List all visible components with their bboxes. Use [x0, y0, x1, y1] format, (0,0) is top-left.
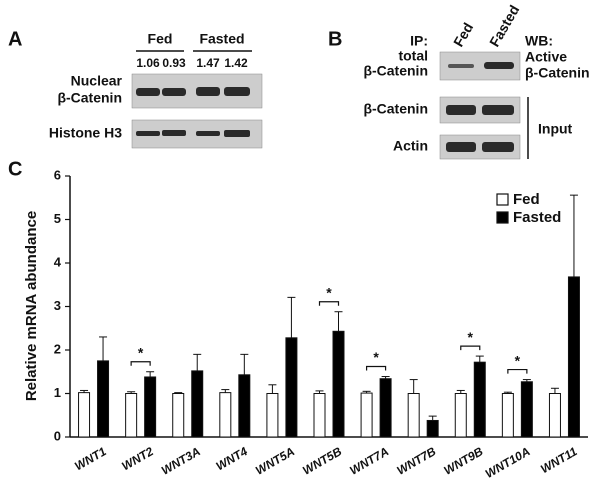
band	[162, 130, 186, 136]
x-tick-label: WNT10A	[483, 444, 533, 481]
lane-label: Fed	[450, 20, 476, 50]
bar	[454, 393, 467, 438]
row-label: Histone H3	[49, 125, 122, 141]
bar	[97, 360, 110, 438]
band	[196, 87, 220, 96]
significance-star: *	[326, 284, 332, 300]
bar	[501, 393, 514, 438]
x-tick-label: WNT5B	[300, 444, 344, 478]
significance-bracket	[507, 368, 528, 374]
group-label: Fasted	[199, 31, 244, 47]
ratio: 1.42	[224, 56, 248, 70]
bar	[238, 374, 251, 438]
significance-bracket	[318, 301, 340, 306]
y-axis-label: Relative mRNA abundance	[23, 211, 40, 401]
x-tick-label: WNT2	[119, 444, 156, 473]
panel-label: B	[328, 28, 342, 50]
ip-label: β-Catenin	[363, 63, 428, 79]
x-tick-label: WNT4	[213, 444, 250, 473]
x-tick-label: WNT9B	[441, 444, 485, 478]
significance-star: *	[373, 349, 379, 365]
wb-label: Active	[525, 49, 567, 65]
row-label: β-Catenin	[363, 101, 428, 117]
bar	[219, 392, 232, 438]
ip-label: IP:	[410, 33, 428, 49]
bar	[313, 393, 326, 438]
band	[196, 131, 220, 136]
bar	[360, 392, 373, 438]
band	[136, 131, 160, 136]
band	[482, 105, 514, 115]
band	[224, 130, 250, 137]
row-label: Actin	[393, 138, 428, 154]
significance-star: *	[138, 344, 144, 360]
bar	[191, 370, 204, 438]
y-tick-label: 1	[54, 385, 61, 400]
bar	[379, 378, 392, 438]
row-label: β-Catenin	[57, 90, 122, 106]
significance-star: *	[515, 352, 521, 368]
band	[162, 88, 186, 96]
band	[484, 62, 514, 69]
band	[136, 88, 160, 96]
bar	[125, 393, 138, 438]
ratio: 0.93	[162, 56, 186, 70]
y-tick-label: 0	[54, 428, 61, 443]
ratio: 1.47	[196, 56, 220, 70]
band	[448, 64, 474, 68]
bar	[332, 330, 345, 438]
bar	[78, 392, 91, 438]
bar	[172, 393, 185, 438]
significance-star: *	[468, 329, 474, 345]
bar	[548, 393, 561, 438]
row-label: Nuclear	[71, 73, 123, 89]
input-label: Input	[538, 121, 573, 137]
significance-bracket	[365, 365, 387, 371]
x-tick-label: WNT1	[72, 444, 109, 473]
panel-label: A	[8, 28, 22, 50]
legend-swatch	[496, 211, 509, 224]
y-tick-label: 3	[54, 298, 61, 313]
y-tick-label: 6	[54, 167, 61, 182]
bar	[285, 337, 298, 438]
band	[446, 142, 476, 152]
panel-label: C	[8, 158, 22, 180]
bar	[567, 276, 580, 438]
group-label: Fed	[148, 31, 173, 47]
wb-label: β-Catenin	[525, 65, 590, 81]
bar	[473, 361, 486, 438]
band	[482, 142, 514, 152]
legend-label: Fed	[513, 191, 540, 208]
band	[224, 87, 250, 96]
x-tick-label: WNT7A	[347, 444, 391, 477]
y-tick-label: 2	[54, 341, 61, 356]
legend-swatch	[496, 193, 509, 206]
x-tick-label: WNT5A	[253, 444, 297, 477]
legend-label: Fasted	[513, 209, 561, 226]
band	[446, 105, 476, 115]
x-tick-label: WNT11	[538, 444, 580, 476]
y-tick-label: 5	[54, 211, 61, 226]
bar	[520, 381, 533, 438]
lane-label: Fasted	[486, 2, 522, 49]
ratio: 1.06	[136, 56, 160, 70]
bar	[407, 393, 420, 438]
wb-label: WB:	[525, 33, 553, 49]
y-tick-label: 4	[54, 254, 62, 269]
significance-bracket	[460, 345, 481, 351]
x-tick-label: WNT3A	[159, 444, 203, 477]
bar	[426, 419, 439, 438]
ip-label: total	[398, 48, 428, 64]
x-tick-label: WNT7B	[394, 444, 438, 478]
bar	[266, 393, 279, 438]
bar	[144, 376, 157, 438]
significance-bracket	[130, 361, 151, 366]
